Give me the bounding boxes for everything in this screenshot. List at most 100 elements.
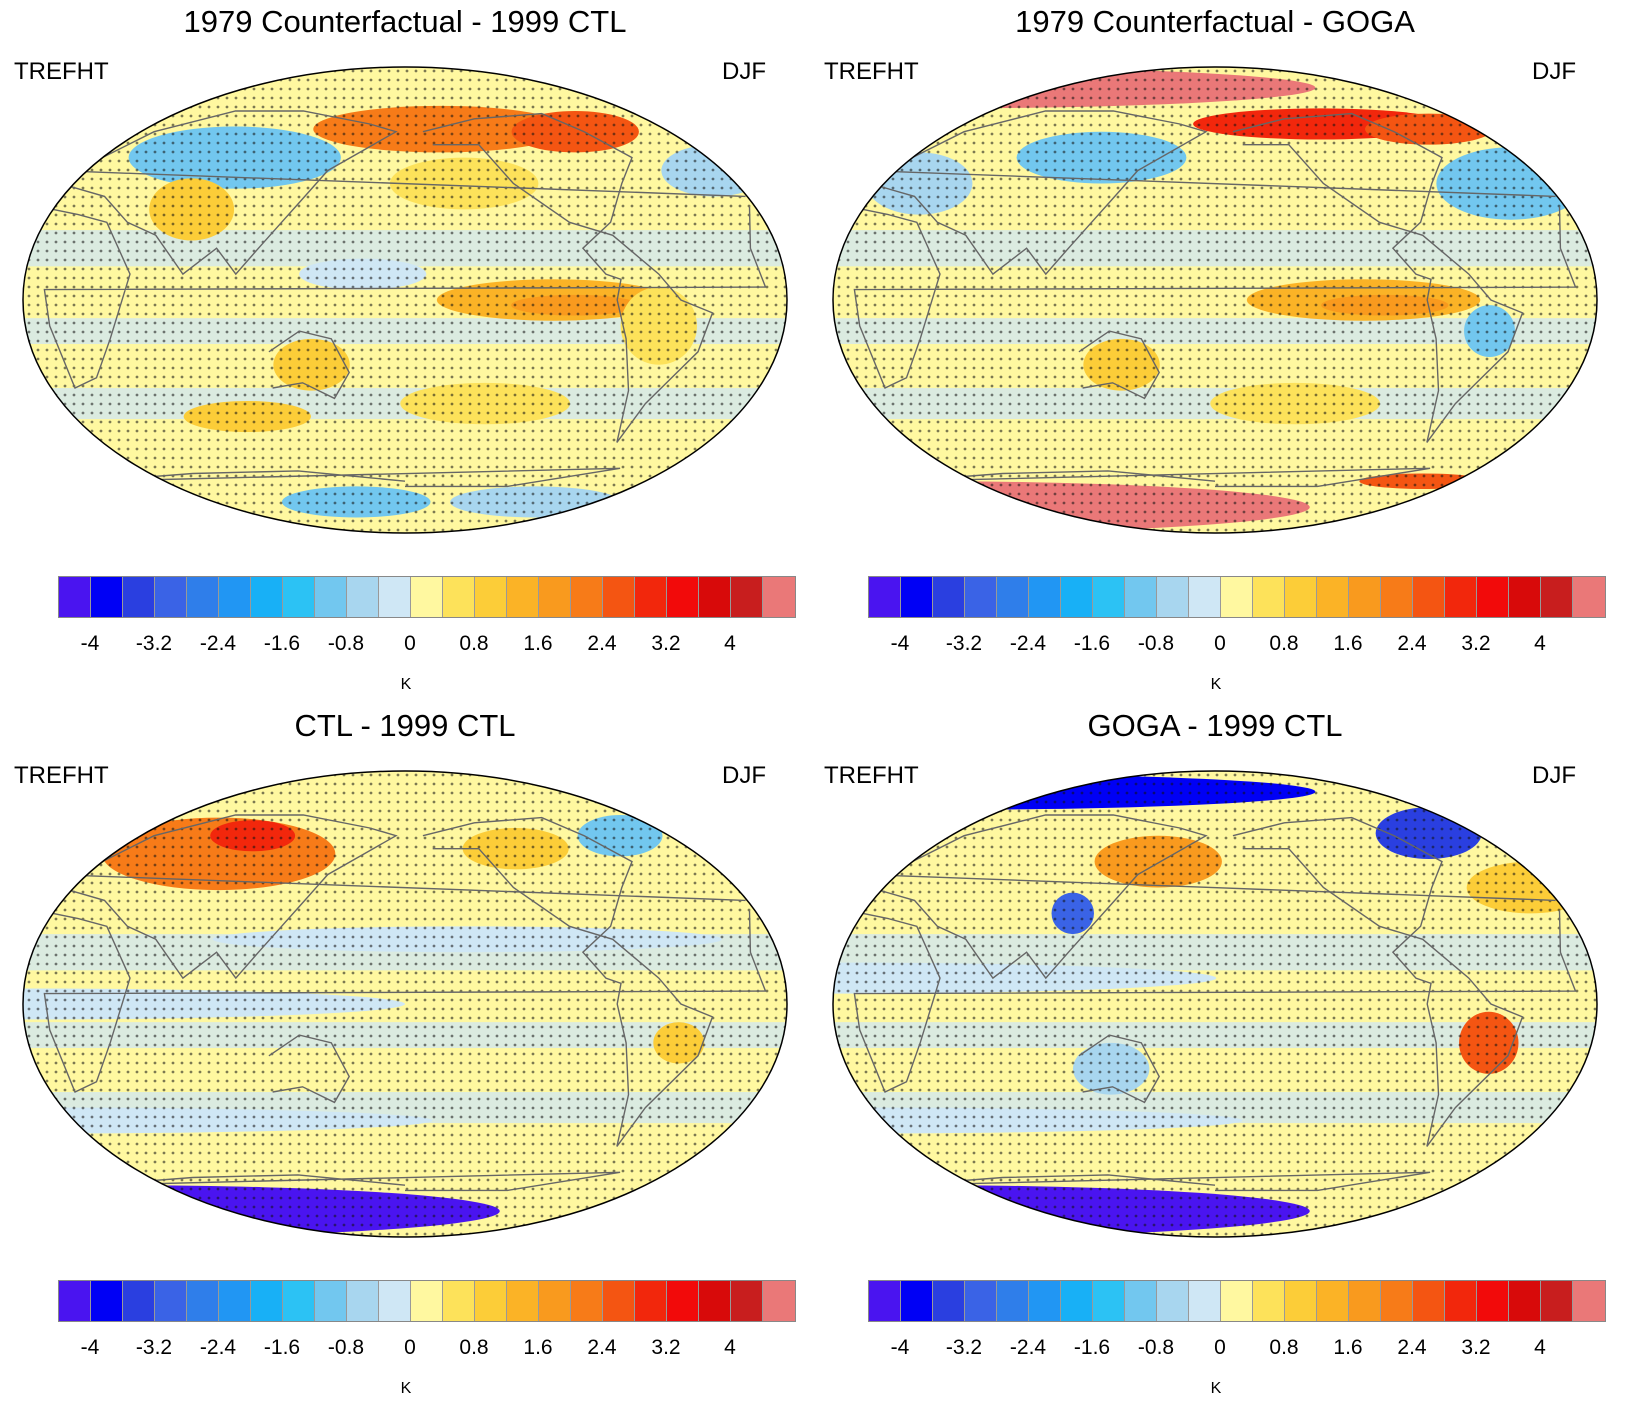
colorbar-tick-label: -3.2 [135, 1336, 173, 1359]
coastline [56, 110, 746, 276]
colorbar-box [187, 1281, 219, 1321]
colorbar-box [1541, 577, 1573, 617]
colorbar-box [1221, 577, 1253, 617]
colorbar-box [1509, 1281, 1541, 1321]
colorbar-box [933, 577, 965, 617]
colorbar-box [379, 1281, 411, 1321]
colorbar-box [219, 1281, 251, 1321]
colorbar-box [635, 1281, 667, 1321]
season-label: DJF [722, 762, 766, 789]
colorbar-box [933, 1281, 965, 1321]
colorbar-box [91, 577, 123, 617]
colorbar-box [763, 577, 795, 617]
colorbar-tick-label: -0.8 [1137, 1336, 1175, 1359]
colorbar-box [1509, 577, 1541, 617]
significance-stippling [23, 771, 787, 1237]
map-panel-2: 1979 Counterfactual - GOGA TREFHT DJF -4… [810, 0, 1610, 700]
season-label: DJF [722, 58, 766, 85]
significance-stippling [833, 771, 1597, 1237]
colorbar-box [997, 1281, 1029, 1321]
colorbar-tick-label: 3.2 [1461, 1336, 1491, 1359]
colorbar-box [123, 1281, 155, 1321]
colorbar-tick-label: 0.8 [1269, 632, 1299, 655]
colorbar-box [1413, 1281, 1445, 1321]
colorbar-box [1189, 577, 1221, 617]
colorbar-box [1573, 1281, 1605, 1321]
colorbar [868, 576, 1606, 618]
colorbar-tick-label: -2.4 [199, 1336, 237, 1359]
colorbar-box [1253, 577, 1285, 617]
colorbar-box [869, 577, 901, 617]
panel-title: CTL - 1999 CTL [294, 708, 516, 743]
colorbar-box [1125, 1281, 1157, 1321]
colorbar-tick-label: -4 [890, 632, 910, 655]
colorbar-box [1189, 1281, 1221, 1321]
map-plot [832, 66, 1598, 534]
colorbar-tick-label: 3.2 [651, 1336, 681, 1359]
colorbar-tick-label: 1.6 [523, 632, 553, 655]
coastline [1078, 330, 1160, 400]
map-plot [22, 770, 788, 1238]
coastline [1232, 816, 1524, 1147]
colorbar-tick-label: 0 [404, 632, 416, 655]
colorbar-box [1253, 1281, 1285, 1321]
colorbar-box [507, 1281, 539, 1321]
coastline [866, 814, 1556, 980]
colorbar-tick-label: 3.2 [651, 632, 681, 655]
colorbar-box [603, 1281, 635, 1321]
colorbar-box [475, 577, 507, 617]
colorbar-unit: K [400, 1380, 412, 1397]
colorbar-tick-label: -2.4 [199, 632, 237, 655]
coastline [422, 816, 714, 1147]
colorbar-box [1349, 577, 1381, 617]
colorbar-box [411, 577, 443, 617]
colorbar-tick-label: 4 [724, 1336, 736, 1359]
colorbar-box [1285, 577, 1317, 617]
colorbar-tick-label: 2.4 [587, 632, 617, 655]
colorbar-box [379, 577, 411, 617]
coastline [40, 910, 767, 1093]
colorbar-box [1381, 1281, 1413, 1321]
colorbar-box [539, 1281, 571, 1321]
colorbar-tick-label: -1.6 [263, 1336, 301, 1359]
colorbar-tick-label: 3.2 [1461, 632, 1491, 655]
colorbar-box [155, 1281, 187, 1321]
colorbar-box [59, 577, 91, 617]
colorbar-tick-label: 1.6 [523, 1336, 553, 1359]
colorbar-box [603, 577, 635, 617]
colorbar-box [507, 577, 539, 617]
colorbar-tick-label: -4 [80, 1336, 100, 1359]
colorbar-box [869, 1281, 901, 1321]
variable-label: TREFHT [824, 58, 919, 85]
colorbar-tick-label: 1.6 [1333, 1336, 1363, 1359]
colorbar-tick-label: 4 [1534, 1336, 1546, 1359]
colorbar-box [901, 577, 933, 617]
panel-title: GOGA - 1999 CTL [1087, 708, 1343, 743]
colorbar-box [1157, 577, 1189, 617]
colorbar-box [283, 1281, 315, 1321]
colorbar-box [443, 1281, 475, 1321]
colorbar-box [315, 577, 347, 617]
colorbar-box [59, 1281, 91, 1321]
colorbar-unit: K [400, 676, 412, 693]
colorbar-tick-label: -1.6 [1073, 632, 1111, 655]
colorbar-box [1093, 577, 1125, 617]
colorbar-box [475, 1281, 507, 1321]
colorbar-box [667, 1281, 699, 1321]
colorbar-tick-label: 0.8 [459, 1336, 489, 1359]
colorbar-box [731, 1281, 763, 1321]
colorbar-box [1445, 1281, 1477, 1321]
map-plot [22, 66, 788, 534]
colorbar-box [1317, 1281, 1349, 1321]
colorbar-box [347, 577, 379, 617]
colorbar-box [571, 577, 603, 617]
colorbar-box [1541, 1281, 1573, 1321]
colorbar-box [1061, 577, 1093, 617]
colorbar-tick-label: -0.8 [327, 1336, 365, 1359]
colorbar-box [699, 1281, 731, 1321]
colorbar-tick-label: 0.8 [459, 632, 489, 655]
colorbar-tick-label: -2.4 [1009, 1336, 1047, 1359]
colorbar-box [901, 1281, 933, 1321]
colorbar-box [155, 577, 187, 617]
coastline [1232, 112, 1524, 443]
